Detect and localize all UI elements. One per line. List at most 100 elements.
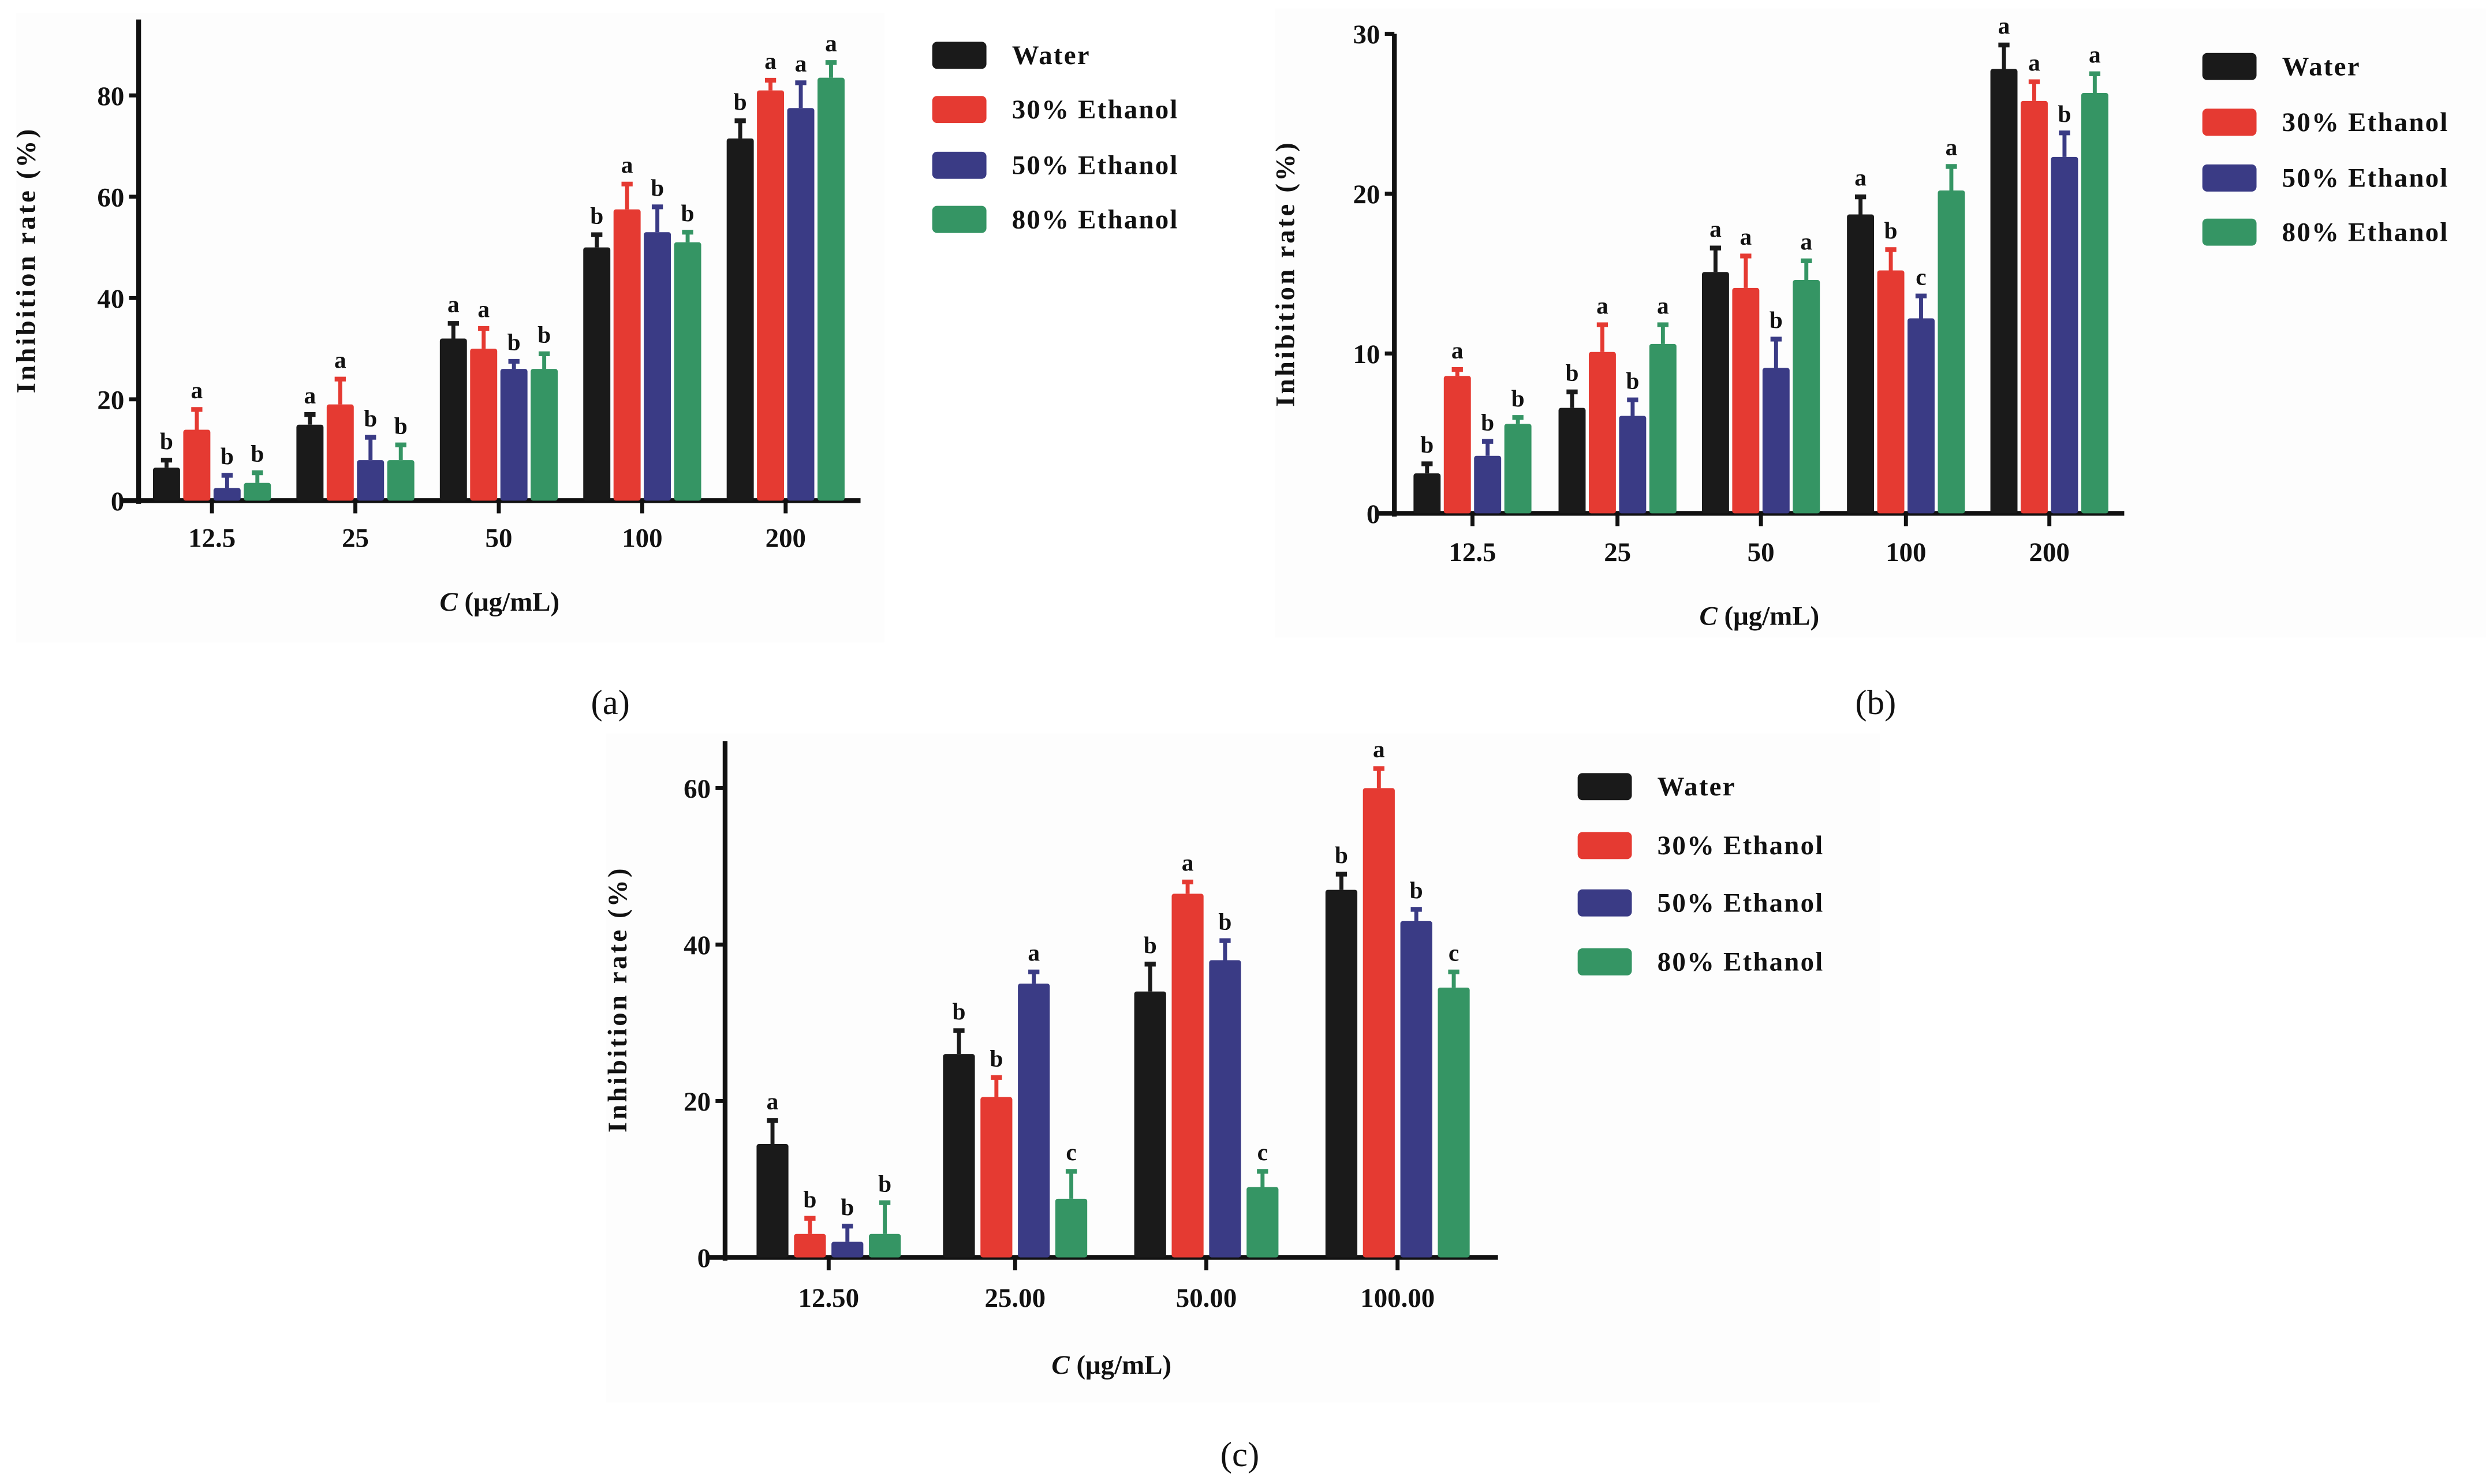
y-tick-label: 0 bbox=[697, 1243, 711, 1273]
y-tick-label: 60 bbox=[684, 774, 711, 804]
y-axis-label: Inhibition rate (%) bbox=[1270, 140, 1300, 407]
significance-letter: b bbox=[681, 200, 695, 226]
bar bbox=[1134, 991, 1166, 1258]
legend-swatch bbox=[1577, 889, 1632, 917]
panel-caption: (b) bbox=[1855, 683, 1896, 722]
bar bbox=[787, 108, 815, 501]
bar bbox=[1701, 272, 1729, 514]
x-axis-variable: C bbox=[1051, 1350, 1076, 1380]
bar bbox=[244, 483, 271, 501]
chart-a: 0 20 40 60 80 Inhibition rate (%) C (μg/mL) 12.… bbox=[12, 13, 1179, 722]
significance-letter: a bbox=[767, 1088, 779, 1115]
bar bbox=[296, 424, 324, 501]
x-tick-label: 50.00 bbox=[1176, 1283, 1237, 1313]
y-tick-label: 60 bbox=[97, 182, 124, 212]
y-tick-label: 0 bbox=[1367, 499, 1380, 529]
legend-swatch bbox=[2202, 164, 2257, 192]
y-tick-label: 40 bbox=[684, 930, 711, 960]
bar bbox=[213, 488, 241, 501]
significance-letter: b bbox=[537, 322, 551, 348]
significance-letter: a bbox=[191, 377, 203, 403]
bar bbox=[1847, 214, 1875, 514]
bar bbox=[1504, 424, 1532, 514]
legend-swatch bbox=[1577, 773, 1632, 801]
bar bbox=[1413, 473, 1441, 514]
y-tick-label: 0 bbox=[111, 487, 124, 517]
significance-letter: b bbox=[803, 1186, 816, 1212]
legend-label: 30% Ethanol bbox=[2282, 107, 2449, 137]
significance-letter: a bbox=[1182, 850, 1194, 876]
y-tick-label: 20 bbox=[1353, 180, 1380, 210]
legend-label: Water bbox=[2282, 51, 2361, 81]
y-tick-label: 40 bbox=[97, 284, 124, 314]
legend-swatch bbox=[2202, 53, 2257, 80]
legend-label: 80% Ethanol bbox=[1012, 204, 1179, 234]
bar bbox=[1732, 287, 1760, 514]
bar bbox=[326, 404, 354, 501]
bar bbox=[583, 247, 611, 501]
significance-letter: a bbox=[621, 152, 633, 178]
significance-letter: b bbox=[841, 1194, 854, 1220]
significance-letter: b bbox=[1218, 908, 1231, 934]
legend-label: 50% Ethanol bbox=[2282, 163, 2449, 193]
significance-letter: a bbox=[1596, 292, 1608, 319]
bar bbox=[1558, 408, 1586, 514]
x-axis-unit: (μg/mL) bbox=[1076, 1350, 1171, 1380]
bar bbox=[1649, 343, 1677, 514]
legend-label: 50% Ethanol bbox=[1012, 150, 1179, 180]
significance-letter: c bbox=[1449, 940, 1459, 966]
y-axis-label: Inhibition rate (%) bbox=[603, 866, 633, 1132]
x-tick-label: 100 bbox=[622, 523, 662, 553]
significance-letter: a bbox=[1451, 337, 1464, 364]
bar bbox=[1438, 987, 1470, 1258]
bar bbox=[674, 242, 701, 501]
bar bbox=[2021, 100, 2048, 514]
bar bbox=[1363, 788, 1395, 1258]
bar bbox=[1055, 1198, 1088, 1258]
significance-letter: b bbox=[1565, 360, 1578, 386]
significance-letter: a bbox=[2089, 41, 2101, 68]
bar bbox=[980, 1097, 1013, 1258]
bar bbox=[831, 1242, 864, 1258]
significance-letter: b bbox=[221, 443, 234, 469]
significance-letter: b bbox=[251, 440, 264, 467]
bar bbox=[794, 1233, 826, 1258]
significance-letter: c bbox=[1257, 1139, 1268, 1165]
bar bbox=[818, 77, 845, 501]
legend-label: 30% Ethanol bbox=[1012, 95, 1179, 125]
significance-letter: a bbox=[1028, 940, 1040, 966]
significance-letter: a bbox=[1946, 134, 1958, 160]
significance-letter: a bbox=[1998, 13, 2010, 39]
significance-letter: c bbox=[1066, 1139, 1076, 1165]
significance-letter: b bbox=[2058, 100, 2071, 127]
significance-letter: b bbox=[990, 1045, 1003, 1071]
significance-letter: b bbox=[160, 428, 173, 454]
bar bbox=[1018, 984, 1050, 1258]
significance-letter: b bbox=[1481, 409, 1494, 435]
significance-letter: b bbox=[1420, 431, 1434, 458]
x-tick-label: 200 bbox=[2029, 537, 2070, 567]
x-axis-label: C (μg/mL) bbox=[439, 587, 559, 617]
significance-letter: a bbox=[447, 291, 460, 317]
significance-letter: b bbox=[394, 412, 408, 439]
significance-letter: a bbox=[795, 50, 807, 77]
bar bbox=[1619, 416, 1647, 514]
bar bbox=[500, 369, 528, 501]
bar bbox=[1990, 69, 2018, 514]
significance-letter: b bbox=[1626, 367, 1639, 394]
y-tick-label: 20 bbox=[97, 385, 124, 415]
bar bbox=[1762, 368, 1790, 514]
significance-letter: a bbox=[1709, 215, 1722, 242]
legend-swatch bbox=[932, 151, 987, 179]
bar bbox=[1325, 889, 1358, 1258]
chart-background bbox=[16, 13, 884, 642]
significance-letter: a bbox=[477, 296, 490, 323]
bar bbox=[1443, 376, 1471, 514]
significance-letter: b bbox=[651, 174, 664, 201]
bar bbox=[1246, 1187, 1279, 1258]
significance-letter: b bbox=[1144, 932, 1157, 958]
legend-label: Water bbox=[1658, 772, 1736, 802]
significance-letter: a bbox=[825, 30, 837, 57]
y-axis-label: Inhibition rate (%) bbox=[12, 127, 42, 394]
